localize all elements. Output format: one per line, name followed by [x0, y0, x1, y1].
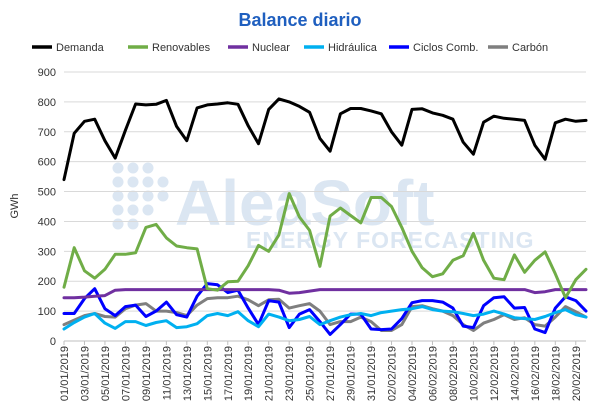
logo-dot [112, 204, 124, 216]
x-axis: 01/01/2019 03/01/2019 05/01/2019 07/01/2019… [59, 341, 583, 401]
x-tick-label: 06/02/2019 [427, 346, 439, 401]
x-tick-label: 21/01/2019 [264, 346, 276, 401]
legend-item-hidraulica: Hidráulica [304, 42, 378, 54]
chart-title: Balance diario [238, 10, 361, 30]
x-tick-label: 05/01/2019 [100, 346, 112, 401]
legend-label: Hidráulica [328, 42, 378, 54]
x-tick-label: 14/02/2019 [509, 346, 521, 401]
series-lines [62, 97, 588, 336]
y-tick-label: 300 [38, 246, 56, 258]
legend-item-carbon: Carbón [488, 42, 548, 54]
logo-dot [142, 162, 154, 174]
y-tick-label: 200 [38, 276, 56, 288]
x-tick-label: 08/02/2019 [448, 346, 460, 401]
logo-dot [142, 204, 154, 216]
y-tick-label: 900 [38, 67, 56, 79]
legend-item-demanda: Demanda [32, 42, 105, 54]
watermark: AleaSoft ENERGY FORECASTING [112, 162, 535, 253]
legend-item-renovables: Renovables [128, 42, 211, 54]
logo-dot [127, 218, 139, 230]
x-tick-label: 02/02/2019 [387, 346, 399, 401]
y-tick-label: 500 [38, 187, 56, 199]
x-tick-label: 04/02/2019 [407, 346, 419, 401]
logo-dot [157, 176, 169, 188]
x-tick-label: 29/01/2019 [346, 346, 358, 401]
x-tick-label: 12/02/2019 [489, 346, 501, 401]
x-tick-label: 09/01/2019 [141, 346, 153, 401]
watermark-tagline: ENERGY FORECASTING [246, 227, 535, 253]
x-tick-label: 11/01/2019 [161, 346, 173, 400]
legend-label: Renovables [152, 42, 211, 54]
series-line-carbon [62, 294, 588, 332]
watermark-brand: AleaSoft [175, 167, 435, 239]
logo-dot [127, 162, 139, 174]
y-tick-label: 600 [38, 157, 56, 169]
legend-item-nuclear: Nuclear [228, 42, 290, 54]
logo-dot [112, 190, 124, 202]
y-axis-label: GWh [9, 193, 21, 218]
y-tick-label: 0 [50, 336, 56, 348]
x-tick-label: 16/02/2019 [530, 346, 542, 401]
legend-label: Demanda [56, 42, 105, 54]
legend-label: Ciclos Comb. [413, 42, 478, 54]
logo-dot [112, 162, 124, 174]
series-line-ciclos-comb [62, 282, 588, 336]
x-tick-label: 13/01/2019 [182, 346, 194, 401]
logo-dot [157, 190, 169, 202]
series-line-demanda [62, 97, 588, 182]
x-tick-label: 27/01/2019 [325, 346, 337, 401]
x-tick-label: 03/01/2019 [79, 346, 91, 401]
x-tick-label: 17/01/2019 [223, 346, 235, 401]
series-line-hidraulica [62, 305, 588, 331]
series-line-renovables [62, 192, 588, 300]
aleasoft-logo-dots [112, 162, 169, 230]
logo-dot [142, 176, 154, 188]
y-tick-label: 700 [38, 127, 56, 139]
y-tick-label: 100 [38, 306, 56, 318]
y-tick-label: 800 [38, 97, 56, 109]
x-tick-label: 23/01/2019 [284, 346, 296, 401]
x-tick-label: 07/01/2019 [120, 346, 132, 401]
logo-dot [142, 190, 154, 202]
x-tick-label: 01/01/2019 [59, 346, 71, 401]
x-tick-label: 20/02/2019 [571, 346, 583, 401]
x-tick-label: 25/01/2019 [305, 346, 317, 401]
y-tick-label: 400 [38, 216, 56, 228]
series-line-nuclear [62, 288, 588, 300]
legend: Demanda Renovables Nuclear Hidráulica Ciclos… [32, 42, 548, 54]
x-tick-label: 18/02/2019 [550, 346, 562, 401]
logo-dot [127, 204, 139, 216]
legend-item-ciclos-comb: Ciclos Comb. [389, 42, 478, 54]
logo-dot [127, 190, 139, 202]
legend-label: Nuclear [252, 42, 290, 54]
x-tick-label: 15/01/2019 [202, 346, 214, 401]
logo-dot [127, 176, 139, 188]
x-tick-label: 31/01/2019 [366, 346, 378, 401]
legend-label: Carbón [512, 42, 548, 54]
x-tick-label: 10/02/2019 [468, 346, 480, 401]
logo-dot [112, 176, 124, 188]
logo-dot [112, 218, 124, 230]
y-axis: 0 100 200 300 400 500 600 700 800 900 [38, 67, 586, 348]
x-tick-label: 19/01/2019 [243, 346, 255, 401]
